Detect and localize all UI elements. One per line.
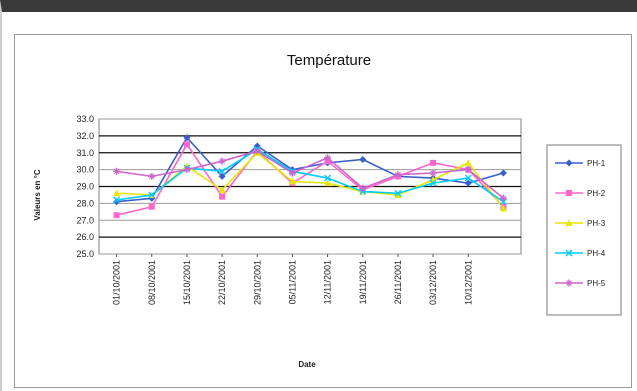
x-tick-label: 15/10/2001: [182, 260, 192, 305]
data-point: [430, 159, 437, 166]
data-point: [183, 141, 190, 148]
legend-marker: [565, 219, 573, 226]
legend-marker: [565, 279, 573, 287]
data-point: [148, 191, 156, 199]
data-point: [499, 194, 507, 202]
y-axis-label: Valeurs en °C: [33, 169, 42, 220]
data-point: [183, 166, 191, 174]
x-tick-label: 05/11/2001: [287, 260, 297, 304]
data-point: [394, 171, 402, 179]
legend-label: PH-1: [587, 159, 606, 168]
data-point: [113, 212, 120, 219]
legend-item: PH-4: [555, 249, 606, 258]
data-point: [288, 169, 296, 177]
data-point: [113, 167, 121, 175]
data-point: [394, 191, 402, 198]
data-point: [324, 179, 332, 187]
series-line: [116, 150, 504, 199]
x-tick-label: 12/11/2001: [323, 260, 333, 304]
data-point: [499, 169, 507, 177]
series-group: [113, 134, 507, 219]
y-tick-label: 31.0: [76, 148, 94, 158]
data-point: [499, 204, 507, 212]
x-axis-label: Date: [298, 360, 316, 369]
x-tick-label: 19/11/2001: [358, 260, 368, 304]
legend-label: PH-5: [587, 279, 606, 288]
y-tick-label: 28.0: [76, 198, 94, 208]
legend-item: PH-2: [555, 189, 606, 198]
series-line: [116, 148, 504, 203]
data-point: [464, 179, 472, 187]
data-point: [113, 189, 121, 197]
legend-label: PH-2: [587, 189, 606, 198]
data-point: [219, 193, 226, 200]
series-line: [116, 142, 504, 216]
legend-box: [546, 144, 622, 316]
data-point: [113, 196, 121, 204]
chart-title: Température: [287, 52, 371, 69]
y-tick-label: 26.0: [76, 232, 94, 242]
data-point: [253, 147, 261, 155]
legend: PH-1 PH-2 PH-3 PH-4 PH-5: [546, 144, 622, 316]
legend-marker: [565, 249, 573, 257]
chart-area: Température 25.0 26.0 27.0 28.0 29.0 30.0 31.0…: [14, 34, 632, 388]
legend-marker: [566, 190, 572, 196]
data-point: [359, 184, 367, 192]
temperature-line-chart: Température 25.0 26.0 27.0 28.0 29.0 30.0 31.0…: [33, 52, 622, 369]
y-tick-label: 33.0: [76, 114, 94, 124]
legend-label: PH-4: [587, 249, 606, 258]
data-point: [429, 179, 437, 187]
y-tick-label: 25.0: [76, 249, 94, 259]
data-point: [218, 157, 226, 165]
y-tick-label: 27.0: [76, 215, 94, 225]
x-tick-label: 22/10/2001: [217, 260, 227, 305]
data-point: [429, 169, 437, 177]
data-point: [288, 177, 296, 185]
data-point: [464, 159, 472, 166]
legend-item: PH-3: [555, 219, 606, 228]
y-tick-label: 30.0: [76, 165, 94, 175]
data-point: [324, 154, 332, 162]
legend-item: PH-5: [555, 279, 606, 288]
x-tick-label: 08/10/2001: [147, 260, 157, 305]
legend-marker: [565, 159, 573, 167]
data-point: [218, 167, 226, 175]
data-point: [148, 172, 156, 180]
series-ph-4: [113, 145, 507, 206]
data-point: [464, 166, 472, 174]
data-point: [394, 189, 402, 197]
y-tick-label: 32.0: [76, 131, 94, 141]
x-tick-label: 01/10/2001: [112, 260, 122, 305]
data-point: [218, 186, 226, 193]
data-point: [359, 156, 367, 163]
data-point: [218, 172, 226, 180]
x-tick-label: 03/12/2001: [428, 260, 438, 305]
series-ph-5: [113, 147, 507, 202]
gridlines: [98, 118, 522, 255]
x-tick-label: 26/11/2001: [393, 260, 403, 304]
data-point: [464, 174, 472, 182]
x-tick-label: 10/12/2001: [463, 260, 473, 305]
legend-label: PH-3: [587, 219, 606, 228]
data-point: [183, 134, 191, 142]
x-axis-ticks: 01/10/2001 08/10/2001 15/10/2001 22/10/2001…: [112, 254, 473, 305]
legend-item: PH-1: [555, 159, 606, 168]
y-tick-label: 29.0: [76, 182, 94, 192]
x-tick-label: 29/10/2001: [252, 260, 262, 305]
y-axis-ticks: 25.0 26.0 27.0 28.0 29.0 30.0 31.0 32.0 33.0: [76, 114, 94, 259]
data-point: [324, 174, 332, 182]
data-point: [148, 203, 155, 210]
